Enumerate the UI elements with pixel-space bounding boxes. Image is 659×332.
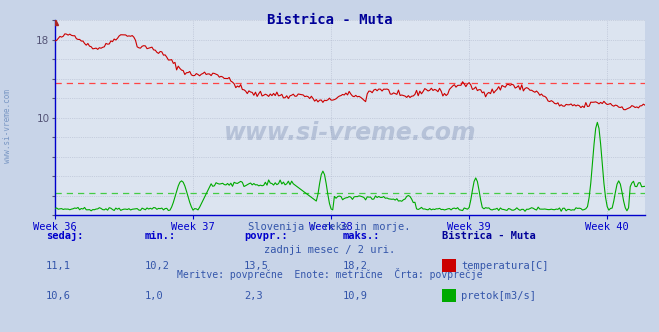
Text: 10,9: 10,9 xyxy=(343,291,368,301)
Text: sedaj:: sedaj: xyxy=(46,230,84,241)
Text: min.:: min.: xyxy=(145,231,176,241)
Text: www.si-vreme.com: www.si-vreme.com xyxy=(3,89,13,163)
Text: Bistrica - Muta: Bistrica - Muta xyxy=(442,231,535,241)
Text: zadnji mesec / 2 uri.: zadnji mesec / 2 uri. xyxy=(264,245,395,255)
Text: Meritve: povprečne  Enote: metrične  Črta: povprečje: Meritve: povprečne Enote: metrične Črta:… xyxy=(177,268,482,280)
Text: 11,1: 11,1 xyxy=(46,261,71,271)
Text: temperatura[C]: temperatura[C] xyxy=(461,261,549,271)
Text: 1,0: 1,0 xyxy=(145,291,163,301)
Text: Slovenija / reke in morje.: Slovenija / reke in morje. xyxy=(248,222,411,232)
Text: maks.:: maks.: xyxy=(343,231,380,241)
Text: 18,2: 18,2 xyxy=(343,261,368,271)
Text: 10,6: 10,6 xyxy=(46,291,71,301)
Text: www.si-vreme.com: www.si-vreme.com xyxy=(223,121,476,145)
Text: pretok[m3/s]: pretok[m3/s] xyxy=(461,291,536,301)
Text: Bistrica - Muta: Bistrica - Muta xyxy=(267,13,392,27)
Text: 10,2: 10,2 xyxy=(145,261,170,271)
Text: 2,3: 2,3 xyxy=(244,291,262,301)
Text: povpr.:: povpr.: xyxy=(244,231,287,241)
Text: 13,5: 13,5 xyxy=(244,261,269,271)
